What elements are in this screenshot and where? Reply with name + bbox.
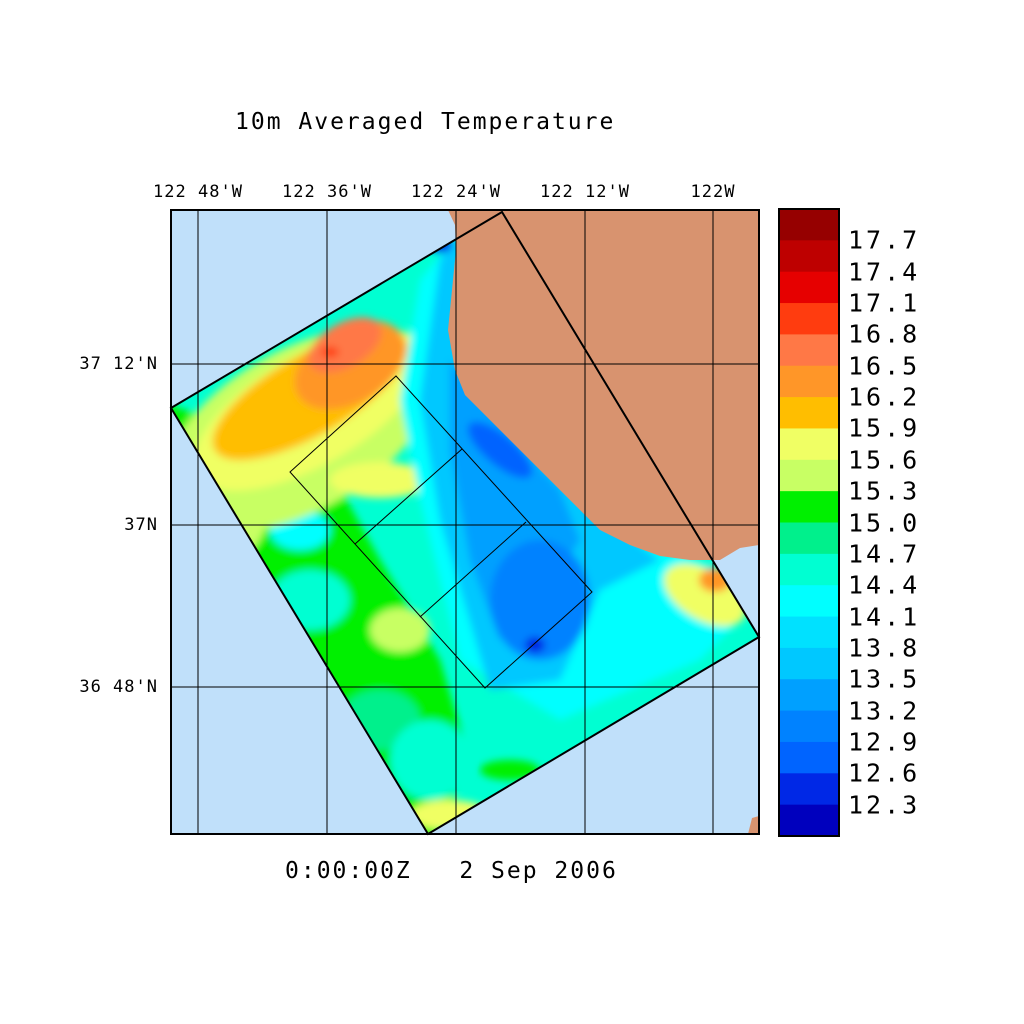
colorbar-label: 16.5 [848,351,921,381]
colorbar-label: 12.6 [848,758,921,788]
colorbar-swatch [779,679,839,712]
colorbar-swatch [779,522,839,555]
plot-title: 10m Averaged Temperature [235,109,616,135]
land-mass-small [748,816,759,834]
colorbar-label: 14.7 [848,539,921,569]
colorbar-label: 13.2 [848,696,921,726]
lon-label: 122 24'W [411,182,501,202]
lon-label: 122 12'W [540,182,630,202]
time-label: 0:00:00Z 2 Sep 2006 [285,858,618,884]
lon-label: 122 36'W [282,182,372,202]
colorbar-label: 17.7 [848,225,921,255]
colorbar-swatch [779,397,839,429]
colorbar-swatch [779,553,839,586]
colorbar-frame [778,208,840,837]
colorbar-label: 17.1 [848,288,921,318]
grid-lines [171,210,759,834]
colorbar-label: 13.8 [848,633,921,663]
colorbar-swatch [779,710,839,743]
land-mass [448,210,759,560]
lat-label: 37 12'N [79,354,158,374]
colorbar-label: 13.5 [848,664,921,694]
colorbar-swatch [779,334,839,367]
colorbar-swatch [779,365,839,398]
colorbar-swatch [779,240,839,273]
map-frame [170,209,760,835]
colorbar-swatch [779,428,839,461]
colorbar-label: 15.9 [848,413,921,443]
colorbar-label: 15.0 [848,508,921,537]
colorbar-swatch [779,585,839,618]
colorbar-swatch [779,491,839,523]
colorbar-label: 14.4 [848,570,921,600]
colorbar [778,208,840,837]
colorbar-label: 16.2 [848,382,921,412]
colorbar-label: 12.3 [848,790,921,820]
colorbar-swatch [779,616,839,649]
colorbar-label: 16.8 [848,319,921,349]
colorbar-swatch [779,271,839,304]
colorbar-swatch [779,741,839,774]
colorbar-swatch [779,804,839,837]
colorbar-label: 12.9 [848,727,921,757]
lon-label: 122 48'W [153,182,243,202]
colorbar-label: 15.3 [848,476,921,506]
lat-label: 36 48'N [79,677,158,697]
lat-label: 37N [124,515,158,535]
colorbar-swatch [779,209,839,241]
colorbar-swatch [779,459,839,492]
colorbar-swatch [779,773,839,806]
subdomain-boxes [289,375,593,689]
colorbar-swatch [779,647,839,680]
lon-label: 122W [690,182,736,202]
colorbar-label: 15.6 [848,445,921,475]
colorbar-label: 17.4 [848,257,921,287]
colorbar-label: 14.1 [848,602,921,632]
colorbar-swatch [779,303,839,335]
